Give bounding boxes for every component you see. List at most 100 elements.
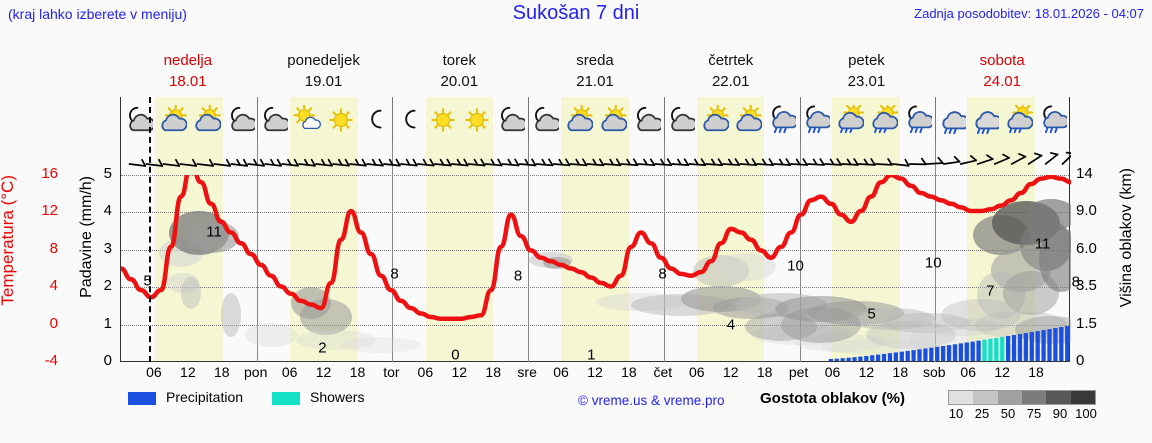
day-header-sreda: sreda 21.01 bbox=[527, 50, 663, 96]
x-tick: 18 bbox=[1028, 364, 1044, 380]
x-tick: 12 bbox=[451, 364, 468, 380]
time-band bbox=[561, 97, 596, 362]
temperature-label: 5 bbox=[867, 305, 876, 323]
moon-cloud-icon bbox=[527, 97, 561, 142]
x-tick: pon bbox=[244, 364, 268, 380]
x-tick: 12 bbox=[722, 364, 739, 380]
gridline bbox=[121, 361, 1069, 362]
cloud-tick: 14 bbox=[1076, 165, 1093, 182]
current-time-marker bbox=[149, 97, 151, 362]
temperature-label: 11 bbox=[206, 223, 222, 241]
cloud-density-swatch bbox=[1046, 391, 1071, 404]
cloud-tick: 0 bbox=[1076, 352, 1085, 369]
moon-cloud-icon bbox=[493, 97, 527, 142]
moon-icon bbox=[392, 97, 426, 142]
sun-cloud-rain-icon bbox=[832, 97, 866, 142]
credit-link[interactable]: © vreme.us & vreme.pro bbox=[578, 393, 725, 408]
cloud-density-swatch bbox=[997, 391, 1022, 404]
gridline bbox=[121, 324, 1069, 326]
graph-day-separator bbox=[392, 175, 394, 362]
temp-tick: 8 bbox=[49, 239, 58, 257]
temp-tick: 12 bbox=[41, 202, 58, 220]
moon-cloud-rain-icon bbox=[900, 97, 934, 142]
cloud-tick: 1.5 bbox=[1076, 314, 1097, 332]
cloud-density-tick: 90 bbox=[1052, 406, 1068, 421]
day-name: sobota bbox=[979, 52, 1025, 69]
precipitation-swatch bbox=[128, 392, 156, 405]
temperature-label: 11 bbox=[1034, 235, 1051, 253]
x-tick: 12 bbox=[858, 364, 875, 380]
sun-cloud-icon bbox=[697, 97, 731, 142]
gridlines bbox=[121, 175, 1069, 362]
x-tick: 12 bbox=[994, 364, 1010, 380]
day-header-petek: petek 23.01 bbox=[799, 50, 935, 96]
temp-tick: -4 bbox=[44, 352, 58, 369]
cloud-density-layer bbox=[159, 199, 1071, 358]
x-tick: 18 bbox=[756, 364, 773, 380]
x-tick: 06 bbox=[146, 364, 162, 380]
temperature-label: 8 bbox=[658, 265, 667, 283]
precipitation-legend-label: Precipitation bbox=[166, 389, 244, 405]
precip-tick: 3 bbox=[103, 239, 112, 257]
day-header-torek: torek 20.01 bbox=[391, 50, 527, 96]
x-tick: 06 bbox=[688, 364, 705, 380]
temp-tick: 0 bbox=[49, 314, 58, 332]
x-tick: 12 bbox=[315, 364, 332, 380]
precip-tick: 1 bbox=[103, 314, 112, 332]
cloud-density-scale bbox=[948, 390, 1096, 405]
moon-cloud-icon bbox=[223, 97, 257, 142]
temp-tick: 4 bbox=[49, 277, 58, 295]
x-tick: 06 bbox=[553, 364, 569, 380]
showers-legend-label: Showers bbox=[310, 389, 365, 405]
precip-tick: 4 bbox=[103, 202, 112, 220]
moon-icon bbox=[358, 97, 392, 142]
icon-separator bbox=[663, 97, 665, 142]
day-header-ponedeljek: ponedeljek 19.01 bbox=[256, 50, 392, 96]
page-title: Sukošan 7 dni bbox=[512, 2, 640, 24]
day-name: četrtek bbox=[708, 52, 754, 69]
day-date: 22.01 bbox=[711, 73, 750, 90]
day-name: sreda bbox=[576, 52, 614, 69]
cloud-tick: 9.0 bbox=[1076, 202, 1097, 220]
day-date: 20.01 bbox=[440, 73, 479, 90]
temperature-label: 8 bbox=[1071, 273, 1080, 291]
cloud-density-tick: 100 bbox=[1075, 406, 1097, 421]
sun-cloud-icon bbox=[595, 97, 629, 142]
location-hint: (kraj lahko izberete v meniju) bbox=[8, 6, 187, 22]
temperature-label: 8 bbox=[390, 265, 399, 283]
sun-icon bbox=[460, 97, 494, 142]
day-header-row: nedelja 18.01 ponedeljek 19.01 torek 20.01 sre… bbox=[120, 50, 1070, 96]
sun-cloud-icon bbox=[189, 97, 223, 142]
sun-cloud-icon bbox=[561, 97, 595, 142]
showers-swatch bbox=[272, 392, 300, 405]
day-name: ponedeljek bbox=[287, 52, 360, 69]
day-name: torek bbox=[442, 52, 476, 69]
moon-cloud-icon bbox=[629, 97, 663, 142]
temperature-label: 1 bbox=[587, 346, 596, 364]
cloud-density-tick: 50 bbox=[1000, 406, 1016, 421]
moon-cloud-rain-icon bbox=[798, 97, 832, 142]
cloud-density-swatch bbox=[1021, 391, 1047, 404]
x-tick: tor bbox=[383, 364, 400, 380]
precip-tick: 2 bbox=[103, 277, 112, 295]
graph-day-separator bbox=[256, 175, 258, 362]
gridline bbox=[121, 249, 1069, 251]
cloud-density-legend-title: Gostota oblakov (%) bbox=[760, 390, 906, 407]
time-band bbox=[696, 97, 731, 362]
cloud-density-tick: 75 bbox=[1026, 406, 1042, 421]
cloud-density-scale-labels: 10 25 50 75 90 100 bbox=[940, 406, 1105, 422]
icon-separator bbox=[392, 97, 394, 142]
graph-day-separator bbox=[935, 175, 937, 362]
gridline bbox=[121, 287, 1069, 289]
icon-separator bbox=[799, 97, 801, 142]
icon-separator bbox=[256, 97, 258, 142]
last-update: Zadnja posodobitev: 18.01.2026 - 04:07 bbox=[914, 6, 1144, 21]
temperature-label: 8 bbox=[513, 267, 523, 285]
moon-cloud-icon bbox=[663, 97, 697, 142]
day-name: petek bbox=[848, 52, 885, 69]
cloud-rain-icon bbox=[934, 97, 968, 142]
moon-cloud-icon bbox=[256, 97, 290, 142]
wind-barb-row bbox=[121, 142, 1071, 175]
sun-icon bbox=[324, 97, 358, 142]
gridline bbox=[121, 212, 1069, 214]
